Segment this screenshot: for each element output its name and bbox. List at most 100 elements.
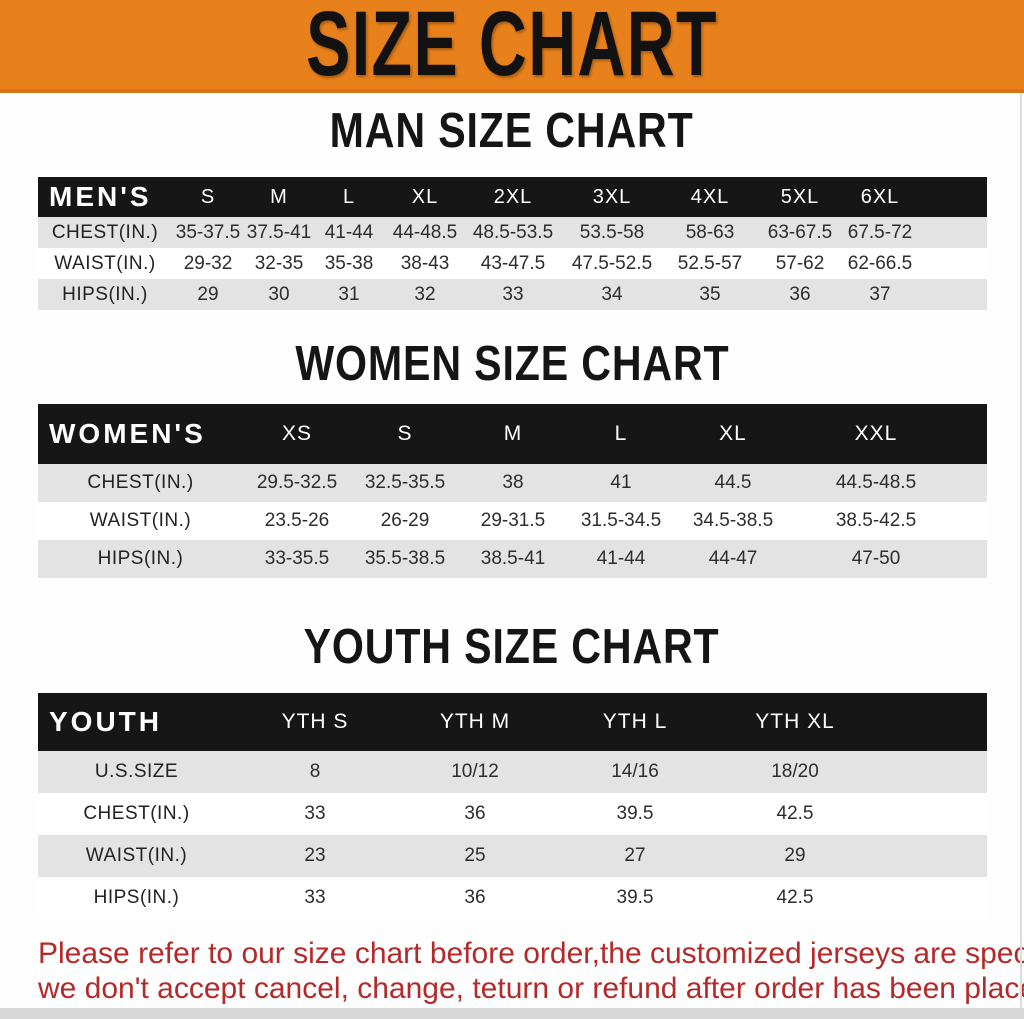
size-column-header: YTH M bbox=[439, 710, 511, 733]
spacer-cell bbox=[875, 751, 987, 793]
man-section-title: MAN SIZE CHART bbox=[330, 104, 694, 158]
size-value: 8 bbox=[309, 761, 321, 782]
women-size-table: WOMEN'S XS S M L XL XXL CHEST(IN.) 29.5-32.5 32.… bbox=[38, 404, 987, 578]
measurement-row: WAIST(IN.) 23.5-26 26-29 29-31.5 31.5-34.5 34… bbox=[38, 502, 987, 540]
size-column-header: 3XL bbox=[592, 185, 632, 208]
size-value: 23.5-26 bbox=[264, 510, 330, 531]
size-value: 31.5-34.5 bbox=[580, 510, 662, 531]
row-label: HIPS(IN.) bbox=[62, 283, 148, 305]
size-value: 48.5-53.5 bbox=[472, 221, 554, 243]
spacer-cell bbox=[875, 693, 987, 751]
size-column-header: M bbox=[503, 422, 523, 445]
row-label: WAIST(IN.) bbox=[89, 510, 192, 531]
header-row: YOUTH YTH S YTH M YTH L YTH XL bbox=[38, 693, 987, 751]
youth-section-title: YOUTH SIZE CHART bbox=[304, 620, 720, 674]
spacer-cell bbox=[961, 502, 987, 540]
disclaimer-line-1: Please refer to our size chart before or… bbox=[38, 937, 1024, 970]
size-column-header: S bbox=[397, 422, 413, 445]
row-label: CHEST(IN.) bbox=[83, 803, 190, 824]
size-column-header: XS bbox=[281, 422, 312, 445]
measurement-row: U.S.SIZE 8 10/12 14/16 18/20 bbox=[38, 751, 987, 793]
spacer-cell bbox=[916, 217, 987, 248]
size-value: 42.5 bbox=[776, 887, 814, 908]
size-column-header: XXL bbox=[854, 422, 898, 445]
size-value: 36 bbox=[464, 803, 486, 824]
spacer-cell bbox=[916, 279, 987, 310]
size-value: 44-48.5 bbox=[392, 221, 458, 243]
size-value: 33 bbox=[502, 283, 524, 305]
size-value: 29-31.5 bbox=[480, 510, 546, 531]
row-label: U.S.SIZE bbox=[94, 761, 179, 782]
size-column-header: XL bbox=[719, 422, 747, 445]
measurement-row: HIPS(IN.) 29 30 31 32 33 34 35 36 37 bbox=[38, 279, 987, 310]
size-value: 67.5-72 bbox=[847, 221, 913, 243]
size-value: 32 bbox=[414, 283, 436, 305]
spacer-cell bbox=[916, 248, 987, 279]
size-column-header: YTH S bbox=[281, 710, 349, 733]
spacer-cell bbox=[961, 464, 987, 502]
size-value: 47-50 bbox=[851, 548, 901, 569]
size-value: 29-32 bbox=[183, 252, 233, 274]
corner-label: YOUTH bbox=[49, 706, 162, 737]
size-value: 36 bbox=[789, 283, 811, 305]
size-value: 38 bbox=[502, 472, 524, 493]
size-column-header: 6XL bbox=[860, 185, 900, 208]
size-value: 29.5-32.5 bbox=[256, 472, 338, 493]
size-value: 58-63 bbox=[685, 221, 735, 243]
size-value: 38-43 bbox=[400, 252, 450, 274]
size-value: 26-29 bbox=[380, 510, 430, 531]
row-label: WAIST(IN.) bbox=[85, 845, 188, 866]
size-value: 39.5 bbox=[616, 887, 654, 908]
size-value: 53.5-58 bbox=[579, 221, 645, 243]
youth-size-table: YOUTH YTH S YTH M YTH L YTH XL U.S.SIZE 8 10/1… bbox=[38, 693, 987, 919]
header-row: MEN'S S M L XL 2XL 3XL 4XL 5XL 6XL bbox=[38, 177, 987, 217]
measurement-row: CHEST(IN.) 29.5-32.5 32.5-35.5 38 41 44.5 44.5… bbox=[38, 464, 987, 502]
bottom-edge-strip bbox=[0, 1008, 1024, 1019]
size-value: 33-35.5 bbox=[264, 548, 330, 569]
disclaimer-line-2: we don't accept cancel, change, teturn o… bbox=[38, 972, 1024, 1005]
women-section-title: WOMEN SIZE CHART bbox=[294, 337, 730, 391]
corner-label: WOMEN'S bbox=[49, 418, 206, 449]
size-value: 37.5-41 bbox=[246, 221, 312, 243]
size-value: 10/12 bbox=[451, 761, 499, 782]
size-value: 43-47.5 bbox=[480, 252, 546, 274]
corner-label: MEN'S bbox=[49, 181, 152, 212]
size-column-header: S bbox=[200, 185, 216, 208]
men-size-table: MEN'S S M L XL 2XL 3XL 4XL 5XL 6XL CHEST(IN.) 35-3… bbox=[38, 177, 987, 310]
size-value: 32-35 bbox=[254, 252, 304, 274]
page-title: SIZE CHART bbox=[306, 0, 718, 95]
size-value: 30 bbox=[268, 283, 290, 305]
size-value: 14/16 bbox=[611, 761, 659, 782]
measurement-row: CHEST(IN.) 33 36 39.5 42.5 bbox=[38, 793, 987, 835]
size-value: 25 bbox=[464, 845, 486, 866]
size-value: 42.5 bbox=[776, 803, 814, 824]
size-value: 34 bbox=[601, 283, 623, 305]
size-column-header: 2XL bbox=[493, 185, 533, 208]
size-value: 23 bbox=[304, 845, 326, 866]
size-value: 29 bbox=[197, 283, 219, 305]
spacer-cell bbox=[916, 177, 987, 217]
size-value: 33 bbox=[304, 887, 326, 908]
size-column-header: M bbox=[270, 185, 288, 208]
size-value: 52.5-57 bbox=[677, 252, 743, 274]
spacer-cell bbox=[961, 540, 987, 578]
order-disclaimer: Please refer to our size chart before or… bbox=[0, 936, 1024, 1006]
size-chart-banner: SIZE CHART bbox=[0, 0, 1024, 93]
measurement-row: WAIST(IN.) 29-32 32-35 35-38 38-43 43-47.5 47.… bbox=[38, 248, 987, 279]
row-label: HIPS(IN.) bbox=[93, 887, 180, 908]
size-value: 32.5-35.5 bbox=[364, 472, 446, 493]
size-value: 35-37.5 bbox=[175, 221, 241, 243]
measurement-row: HIPS(IN.) 33-35.5 35.5-38.5 38.5-41 41-44 44-… bbox=[38, 540, 987, 578]
row-label: WAIST(IN.) bbox=[54, 252, 156, 274]
size-value: 33 bbox=[304, 803, 326, 824]
size-value: 37 bbox=[869, 283, 891, 305]
size-value: 34.5-38.5 bbox=[692, 510, 774, 531]
row-label: CHEST(IN.) bbox=[51, 221, 159, 243]
size-value: 41 bbox=[610, 472, 632, 493]
spacer-cell bbox=[875, 793, 987, 835]
spacer-cell bbox=[961, 404, 987, 464]
size-value: 62-66.5 bbox=[847, 252, 913, 274]
size-column-header: XL bbox=[411, 185, 439, 208]
measurement-row: WAIST(IN.) 23 25 27 29 bbox=[38, 835, 987, 877]
size-column-header: YTH L bbox=[602, 710, 668, 733]
